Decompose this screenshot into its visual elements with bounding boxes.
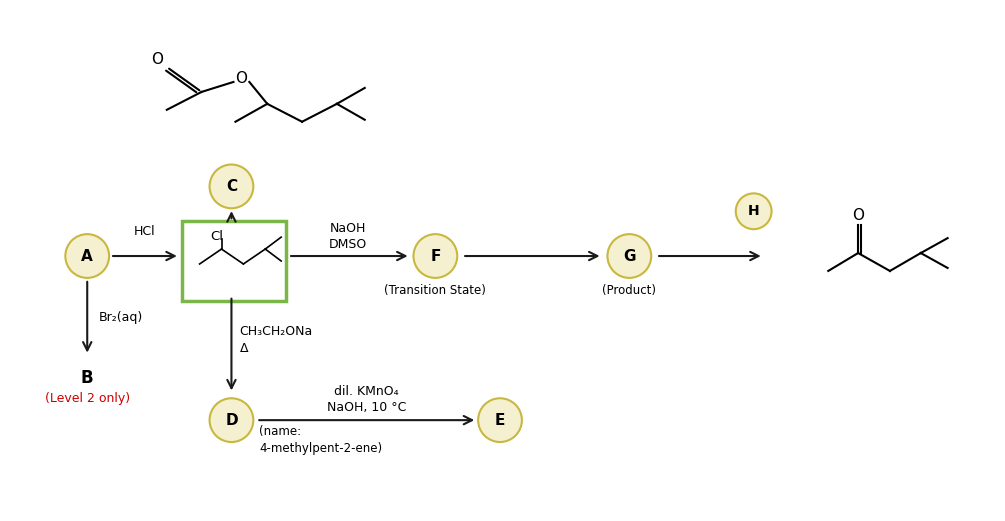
Text: Cl: Cl — [210, 230, 223, 243]
Circle shape — [210, 165, 253, 208]
Text: (name:
4-methylpent-2-ene): (name: 4-methylpent-2-ene) — [259, 425, 383, 455]
Text: D: D — [225, 413, 238, 428]
Text: dil. KMnO₄
NaOH, 10 °C: dil. KMnO₄ NaOH, 10 °C — [327, 385, 406, 414]
Text: E: E — [494, 413, 506, 428]
Text: G: G — [623, 249, 635, 264]
Text: (Level 2 only): (Level 2 only) — [44, 392, 130, 405]
Text: CH₃CH₂ONa
Δ: CH₃CH₂ONa Δ — [239, 325, 313, 355]
Text: O: O — [235, 71, 247, 86]
Circle shape — [607, 234, 651, 278]
Text: O: O — [852, 208, 864, 223]
Text: A: A — [81, 249, 93, 264]
Circle shape — [736, 193, 772, 229]
Text: B: B — [81, 369, 93, 388]
Circle shape — [210, 398, 253, 442]
Text: F: F — [430, 249, 440, 264]
Text: (Transition State): (Transition State) — [385, 284, 486, 297]
Text: Br₂(aq): Br₂(aq) — [99, 311, 144, 324]
Text: (Product): (Product) — [602, 284, 656, 297]
Circle shape — [478, 398, 522, 442]
Text: NaOH
DMSO: NaOH DMSO — [330, 222, 368, 251]
Circle shape — [65, 234, 110, 278]
Text: C: C — [226, 179, 237, 194]
Text: HCl: HCl — [134, 225, 156, 238]
Text: H: H — [748, 204, 760, 218]
Text: O: O — [151, 52, 163, 67]
Circle shape — [413, 234, 457, 278]
FancyBboxPatch shape — [182, 221, 286, 301]
